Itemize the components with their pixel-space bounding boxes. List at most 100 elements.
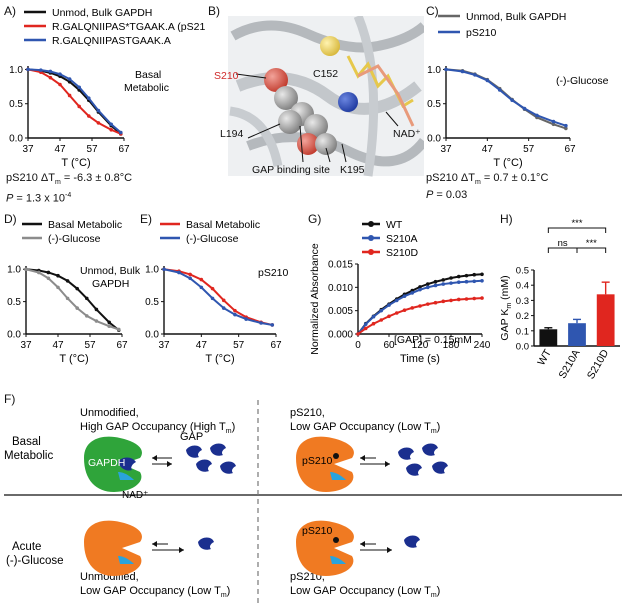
panel-g: WT S210A S210D [GAP] = 0.15mM 0.015 0.010…: [309, 219, 491, 365]
legend-a: Unmod, Bulk GAPDH R.GALQNIIPAS*TGAAK.A (…: [24, 7, 205, 47]
chartC-ytick-label-2: 0.0: [427, 134, 441, 145]
chartA-xtick-label-3: 67: [118, 144, 130, 155]
chartG-series-1-point-15: [472, 279, 477, 284]
chartH-ytick-label-0: 0.5: [516, 266, 529, 277]
chartD-series-0-point-7: [94, 307, 99, 312]
chartH-bar-1: [568, 323, 586, 346]
chartH-sig-0: ***: [571, 218, 582, 229]
chartG-xtick-label-2: 120: [412, 340, 429, 351]
panel-a: Unmod, Bulk GAPDH R.GALQNIIPAS*TGAAK.A (…: [0, 7, 205, 169]
legend-c-item-0: Unmod, Bulk GAPDH: [466, 11, 566, 23]
chartE-series-0-point-6: [233, 308, 237, 313]
panel-letter-b: B): [208, 4, 220, 18]
chartC-ytick-label-0: 1.0: [427, 65, 441, 76]
legend-g: WT S210A S210D: [362, 219, 419, 259]
tr-title-0: pS210,: [290, 407, 325, 419]
chartD-series-1-point-8: [107, 324, 111, 329]
panel-d: Basal Metabolic (-)-Glucose Unmod, Bulk …: [0, 219, 140, 365]
chartD-series-1-point-9: [117, 327, 121, 332]
chartG-xlabel: Time (s): [400, 353, 440, 365]
chartC-ytick-label-1: 0.5: [427, 99, 441, 110]
br-title-1: Low GAP Occupancy (Low Tm): [290, 585, 440, 599]
legend-e-item-1: (-)-Glucose: [186, 233, 239, 245]
annotation-a-1: Metabolic: [124, 82, 169, 94]
row2-label-1: (-)-Glucose: [6, 555, 64, 567]
label-l194: L194: [220, 128, 244, 140]
annotation-e: pS210: [258, 267, 289, 279]
gap-label: GAP: [180, 431, 203, 443]
chartD-xtick-label-3: 67: [116, 340, 128, 351]
chartG-series-1-point-16: [480, 279, 484, 283]
panel-letter-a: A): [4, 4, 16, 18]
chartC-series-1-line: [445, 68, 567, 127]
chartE-series-1-point-4: [210, 296, 215, 301]
chartC-series-1-point-4: [497, 88, 502, 92]
panel-f: Basal Metabolic Acute (-)-Glucose Unmodi…: [4, 400, 622, 607]
chartE-series-1-point-2: [188, 276, 192, 281]
chartG-xtick-label-0: 0: [355, 340, 361, 351]
chartH-bracket-0: [547, 227, 607, 233]
stats-a-p-value: = 1.3 x 10: [13, 192, 66, 205]
chartH-bar-0: [539, 329, 558, 346]
chartG-series-1-point-3: [379, 308, 384, 313]
enzyme-ps210-basal: [296, 436, 354, 492]
chartE-ytick-label-0: 1.0: [145, 265, 159, 276]
chartG-series-1-point-6: [402, 294, 407, 298]
arrows-br: [360, 541, 392, 553]
panel-b-structure: [228, 16, 424, 177]
chartC-series-1-point-9: [564, 123, 568, 128]
stats-c: pS210 ΔTm = 0.7 ± 0.1°C P = 0.03: [426, 172, 548, 202]
chartC-xlabel: T (°C): [493, 157, 522, 169]
stats-a-value: = -6.3 ± 0.8°C: [60, 172, 133, 184]
chartG-series-2-point-5: [394, 311, 399, 315]
chartG-ytick-label-0: 0.015: [328, 260, 353, 271]
chartA-ytick-label-0: 1.0: [9, 65, 23, 76]
chartG-series-1-point-5: [394, 298, 399, 303]
chartG-series-1-point-9: [425, 285, 430, 290]
chartC-ylabel: Relative Abundance: [418, 55, 421, 149]
chartG-series-2-point-14: [464, 297, 469, 301]
legend-a-item-0: Unmod, Bulk GAPDH: [52, 7, 152, 19]
panel-letter-d: D): [4, 212, 17, 226]
legend-c-item-1: pS210: [466, 27, 497, 39]
annotation-d-1: GAPDH: [92, 278, 129, 290]
chartA-series-2-point-7: [96, 108, 101, 113]
chartA-series-2-point-5: [77, 85, 81, 90]
tl-title-0: Unmodified,: [80, 407, 139, 419]
chartE-series-1-point-1: [177, 270, 181, 275]
chartD-series-0-point-6: [85, 296, 89, 301]
chartC-series-0-point-8: [551, 122, 556, 127]
chartE-series-0-point-4: [210, 286, 215, 291]
chartE-series-1-point-3: [199, 285, 204, 290]
chartD-ytick-label-0: 1.0: [7, 265, 21, 276]
chartE-xtick-label-0: 37: [158, 340, 170, 351]
panel-letter-h: H): [500, 212, 513, 226]
chartC-xtick-label-2: 57: [523, 144, 535, 155]
chartA-xtick-label-2: 57: [86, 144, 98, 155]
chartG-ylabel: Normalized Absorbance: [309, 243, 321, 355]
arrows-bl: [152, 541, 184, 553]
chartG-ytick-label-1: 0.010: [328, 283, 353, 294]
chartD-series-1-point-2: [46, 276, 51, 281]
stats-c-p-value: = 0.03: [433, 189, 468, 202]
chartH-ytick-label-5: 0.0: [516, 342, 529, 353]
legend-g-item-0: WT: [386, 219, 403, 231]
chartH-bar-2: [596, 294, 615, 346]
chartG-series-2-point-11: [441, 299, 446, 304]
enzyme-ps210-glucose: [296, 520, 354, 576]
arrows-tl: [152, 455, 172, 467]
chartA-series-1-point-2: [48, 75, 53, 80]
chartG-series-2-point-7: [410, 306, 415, 310]
tr-title-1: Low GAP Occupancy (Low Tm): [290, 421, 440, 435]
chartG-series-2-point-3: [379, 318, 384, 322]
chartE-series-1-point-9: [270, 323, 275, 327]
gap-molecule-bl: [198, 537, 214, 550]
chartD-series-1-line: [25, 268, 120, 331]
label-c152: C152: [313, 68, 339, 80]
annotation-c: (-)-Glucose: [556, 75, 609, 87]
chartD-series-1-point-5: [75, 306, 79, 310]
enzyme-unmod-glucose: [84, 520, 142, 576]
chartG-series-0-point-11: [441, 278, 446, 282]
